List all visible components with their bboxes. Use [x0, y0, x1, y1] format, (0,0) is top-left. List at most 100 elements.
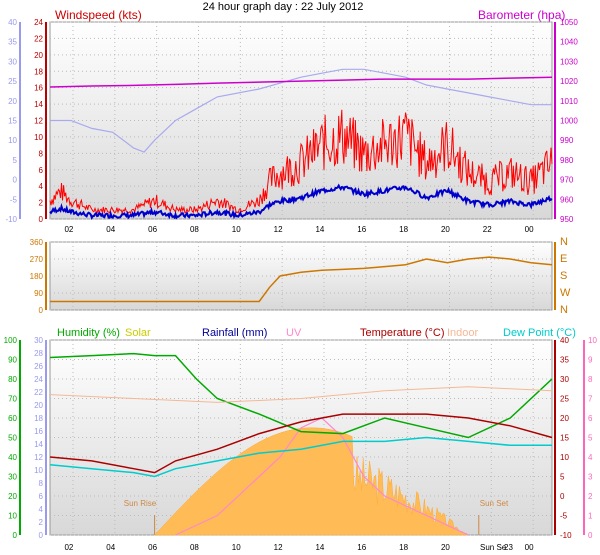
dewpoint-label: Dew Point (°C): [503, 327, 576, 339]
solar-label: Solar: [125, 327, 151, 339]
y-tick-label: 100: [4, 336, 18, 345]
y-tick-label-right: 35: [560, 356, 569, 365]
y-tick-label-secondary: 30: [8, 57, 17, 66]
y-tick-label-right: 25: [560, 395, 569, 404]
y-tick-label: 14: [34, 100, 43, 109]
panel3-series: [49, 352, 553, 536]
x-tick-label: 06: [148, 225, 157, 234]
y-tick-label: 80: [8, 375, 17, 384]
barometer-line: [49, 76, 553, 88]
y-tick-label: 10: [8, 512, 17, 521]
y-tick-label-secondary: 5: [13, 156, 18, 165]
uv-tick-label: 7: [588, 395, 593, 404]
x-tick-label: 06: [148, 543, 157, 552]
y-tick-label-secondary: 20: [34, 401, 43, 410]
windspeed-label: Windspeed (kts): [55, 8, 142, 22]
barometer-label: Barometer (hpa): [478, 8, 565, 22]
x-tick-label: 16: [357, 543, 366, 552]
y-tick-label-secondary: 18: [34, 414, 43, 423]
y-tick-label-right: -5: [560, 512, 568, 521]
panel-temp-humidity: Humidity (%) Solar Rainfall (mm) UV Temp…: [4, 327, 598, 552]
y-tick-label-secondary: 25: [8, 77, 17, 86]
y-tick-label-right: 1050: [560, 18, 578, 27]
uv-tick-label: 3: [588, 473, 593, 482]
y-tick-label: 90: [34, 289, 43, 298]
y-tick-label-secondary: 6: [39, 492, 44, 501]
y-tick-label: 0: [39, 306, 44, 315]
y-tick-label-right: E: [560, 253, 567, 265]
panel2-bg: [49, 241, 553, 311]
sunset-label: Sun Set: [480, 499, 509, 508]
y-tick-label-right: 970: [560, 176, 574, 185]
y-tick-label-right: 980: [560, 156, 574, 165]
panel1-series: [49, 68, 553, 220]
uv-tick-label: 9: [588, 356, 593, 365]
y-tick-label-secondary: 16: [34, 427, 43, 436]
panel1-bg: [49, 21, 553, 220]
y-tick-label-secondary: -10: [5, 215, 17, 224]
y-tick-label: 180: [30, 272, 44, 281]
y-tick-label-right: 1020: [560, 77, 578, 86]
x-tick-label: 04: [106, 543, 115, 552]
y-tick-label: 22: [34, 34, 43, 43]
humidity-line: [49, 352, 553, 439]
uv-tick-label: 8: [588, 375, 593, 384]
y-tick-label-right: W: [560, 287, 571, 299]
uv-tick-label: 2: [588, 492, 593, 501]
uv-tick-label: 0: [588, 531, 593, 540]
y-tick-label-right: 1040: [560, 38, 578, 47]
x-tick-label: 12: [274, 225, 283, 234]
x-tick-label: 02: [64, 225, 73, 234]
rainfall-label: Rainfall (mm): [202, 327, 267, 339]
y-tick-label-secondary: 26: [34, 362, 43, 371]
y-tick-label-right: 15: [560, 434, 569, 443]
x-tick-label: 10: [232, 543, 241, 552]
solar-area: [154, 427, 469, 536]
uv-tick-label: 5: [588, 434, 593, 443]
y-tick-label: 18: [34, 67, 43, 76]
y-tick-label: 270: [30, 255, 44, 264]
x-tick-label: 22: [483, 225, 492, 234]
humidity-label: Humidity (%): [57, 327, 120, 339]
dewpoint-line: [49, 436, 552, 478]
x-tick-label: 20: [441, 543, 450, 552]
indoor-line: [49, 386, 553, 403]
y-tick-label: 6: [39, 166, 44, 175]
y-tick-label: 8: [39, 149, 44, 158]
x-tick-label: 20: [441, 225, 450, 234]
chart-title: 24 hour graph day : 22 July 2012: [203, 1, 364, 13]
wind-direction-line: [50, 256, 553, 303]
y-tick-label-right: -10: [560, 531, 572, 540]
y-tick-label: 90: [8, 356, 17, 365]
y-tick-label-right: 20: [560, 414, 569, 423]
indoor-label: Indoor: [447, 327, 479, 339]
panel3-x-ticks: 02 04 06 08 10 12 14 16 18 20 00: [64, 543, 534, 552]
avg-wind-line: [49, 183, 553, 220]
x-tick-label: 00: [525, 543, 534, 552]
y-tick-label-right: 5: [560, 473, 565, 482]
y-tick-label-secondary: 30: [34, 336, 43, 345]
y-tick-label: 24: [34, 18, 43, 27]
y-tick-label-right: 30: [560, 375, 569, 384]
y-tick-label-secondary: 14: [34, 440, 43, 449]
panel2-grid: [50, 241, 552, 311]
x-tick-label: 00: [525, 225, 534, 234]
y-tick-label-right: N: [560, 304, 568, 316]
x-tail-label: Sun Se: [480, 543, 507, 552]
y-tick-label-right: 950: [560, 215, 574, 224]
x-tick-label: 14: [315, 543, 324, 552]
y-tick-label-secondary: 4: [39, 505, 44, 514]
panel-wind-baro: Windspeed (kts) Barometer (hpa) 0 24 6 8 10 1…: [5, 8, 578, 234]
panel1-x-ticks: 02 04 06 08 10 12 14 16 18 20 22 00: [64, 225, 534, 234]
x-tick-label: 16: [357, 225, 366, 234]
temperature-label: Temperature (°C): [360, 327, 444, 339]
y-tick-label-secondary: 0: [13, 176, 18, 185]
y-tick-label-right: 1030: [560, 57, 578, 66]
x-tick-label: 02: [64, 543, 73, 552]
y-tick-label: 10: [34, 133, 43, 142]
uv-tick-label: 10: [588, 336, 597, 345]
